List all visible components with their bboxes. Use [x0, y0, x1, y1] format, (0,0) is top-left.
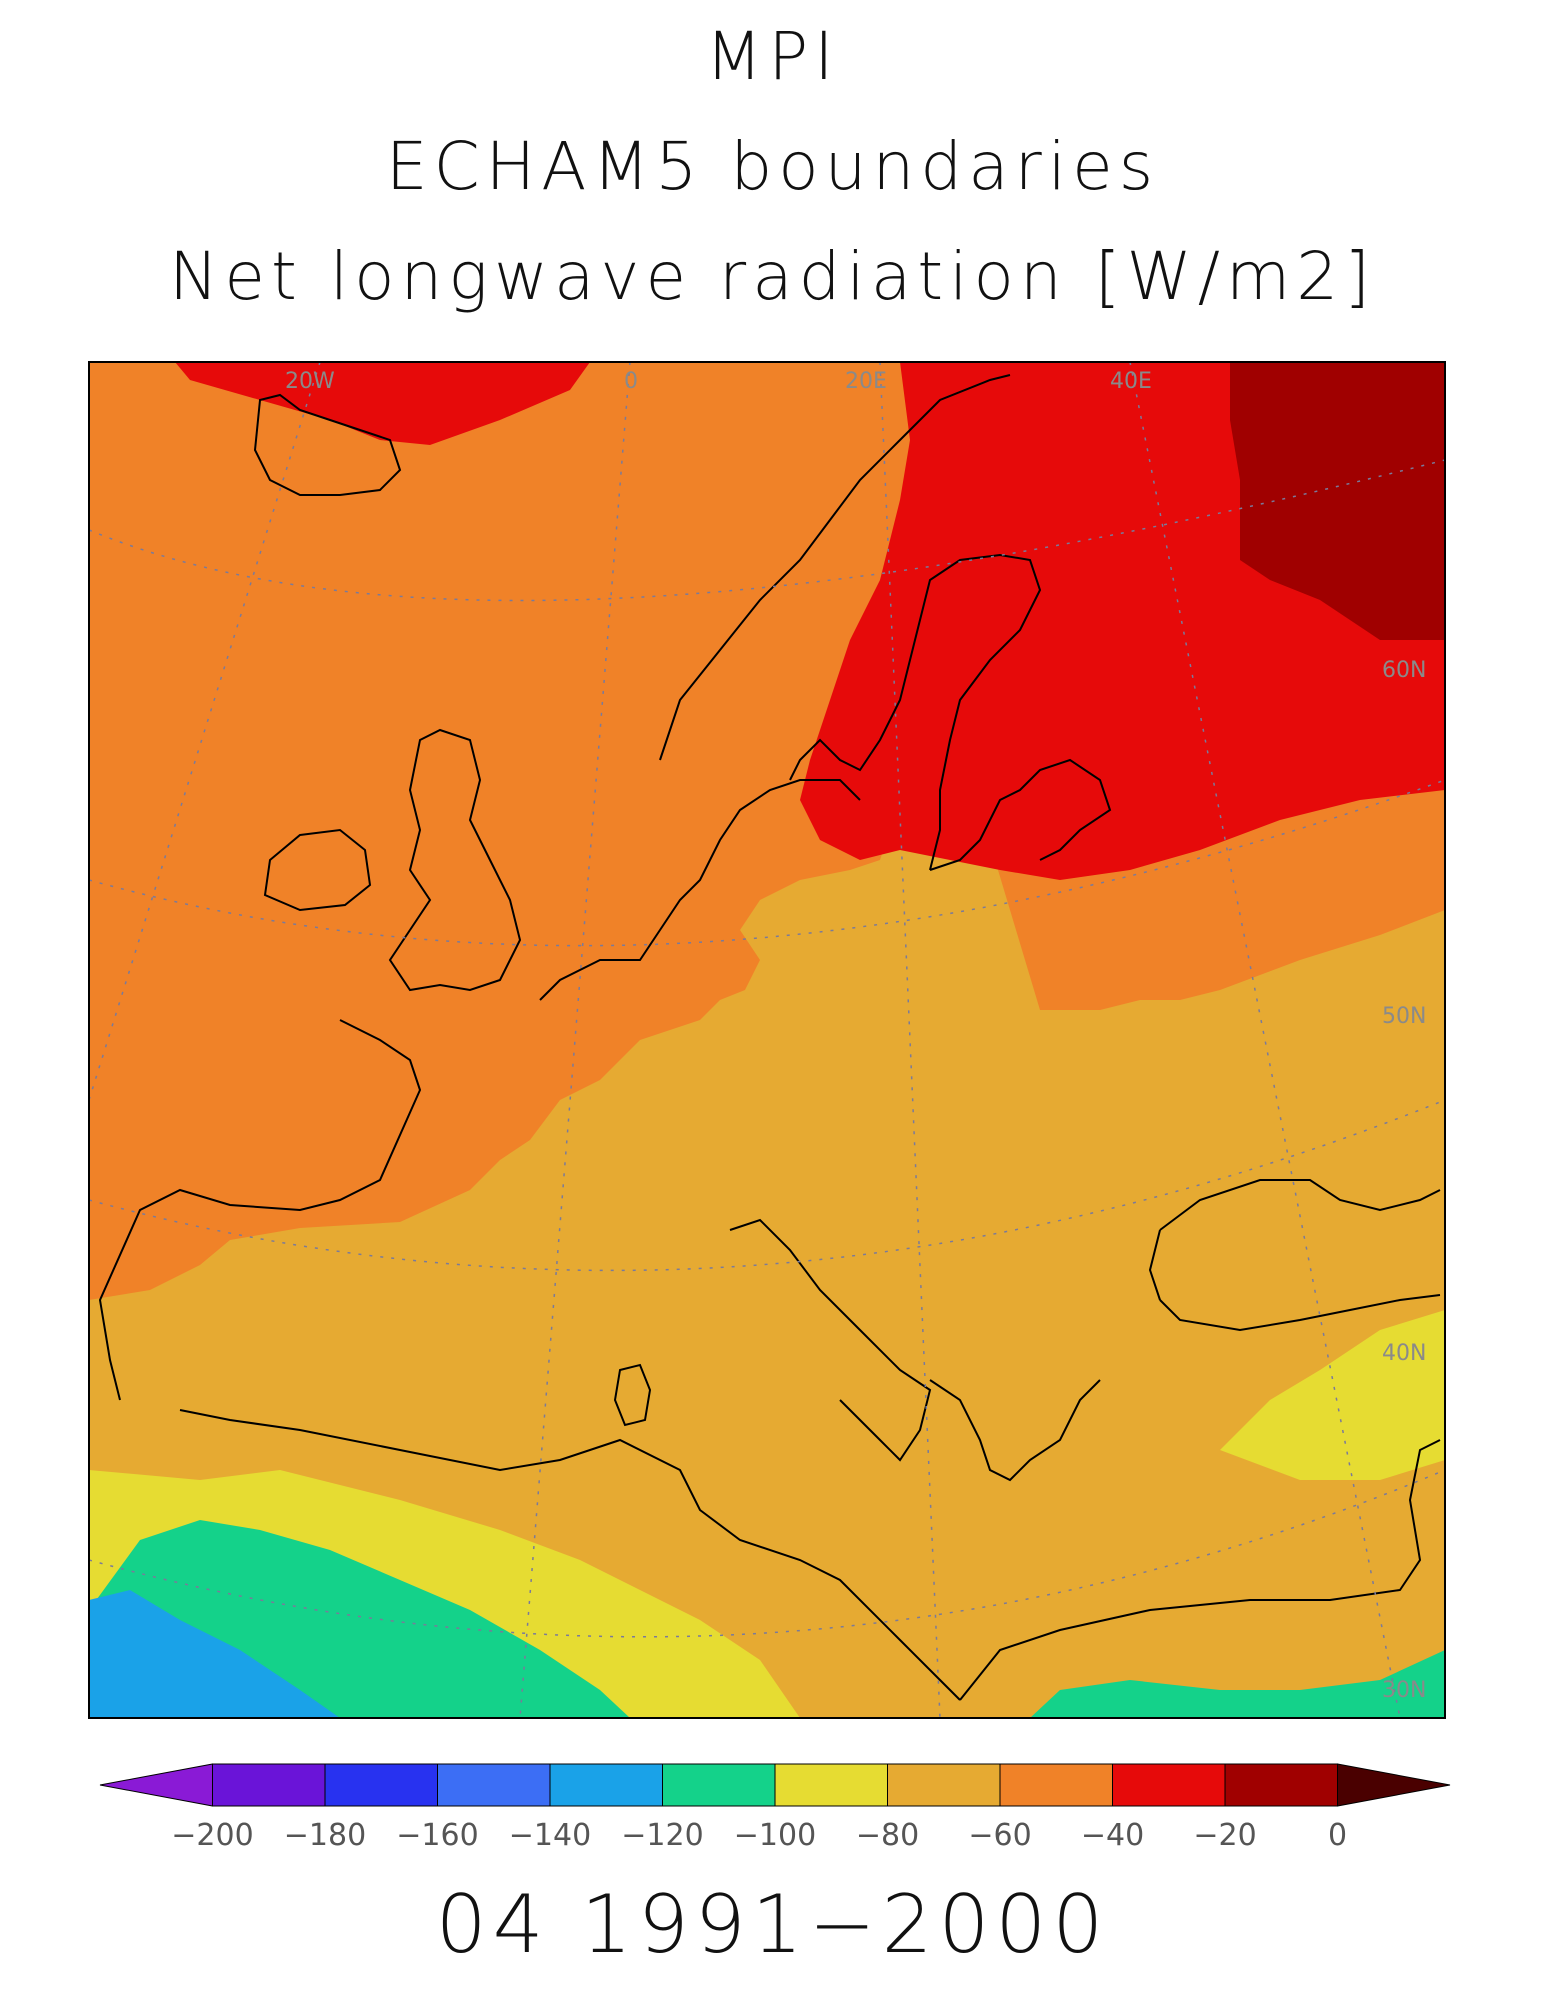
colorbar-swatch	[212, 1763, 326, 1807]
coastline-ireland	[263, 828, 372, 912]
colorbar-swatch	[549, 1763, 663, 1807]
map-frame	[88, 361, 1446, 1719]
graticule	[89, 362, 1445, 1718]
field-class-40-20	[175, 362, 590, 445]
lon-label-40e: 40E	[1110, 369, 1152, 394]
colorbar-swatch	[437, 1763, 551, 1807]
coastlines	[98, 374, 1441, 1701]
colorbar-swatch	[999, 1763, 1113, 1807]
period-label: 04 1991−2000	[435, 1878, 1110, 1971]
coastline-britain	[388, 728, 522, 992]
colorbar-tick-label: −160	[396, 1818, 478, 1853]
coastline-scandinavia	[659, 374, 1042, 871]
lon-label-20w: 20W	[285, 369, 335, 394]
colorbar-tick-label: −200	[171, 1818, 253, 1853]
colorbar-tick-label: −100	[734, 1818, 816, 1853]
lat-label-40n: 40N	[1382, 1341, 1426, 1366]
coastline-iceland	[253, 393, 402, 496]
colorbar-tick-label: −20	[1193, 1818, 1256, 1853]
coastline-sardinia	[613, 1363, 652, 1427]
coastline-baltic	[929, 758, 1112, 871]
coastline-continent	[98, 1019, 1441, 1701]
coastline-north-sea	[539, 779, 861, 1001]
graticule-labels: 20W 0 20E 40E 60N 50N 40N 30N	[285, 369, 1426, 1703]
colorbar-tick-label: −120	[621, 1818, 703, 1853]
title-variable: Net longwave radiation [W/m2]	[169, 238, 1376, 315]
colorbar-tick-label: −180	[284, 1818, 366, 1853]
colorbar	[99, 1763, 1451, 1807]
colorbar-max-arrow	[1337, 1763, 1451, 1807]
colorbar-tick-label: 0	[1328, 1818, 1347, 1853]
lon-label-0: 0	[624, 369, 638, 394]
field-class-120-100-east	[1030, 1650, 1445, 1718]
coastline-italy	[729, 1218, 932, 1462]
colorbar-labels: −200 −180 −160 −140 −120 −100 −80 −60 −40 −20 0	[171, 1818, 1347, 1853]
lat-label-30n: 30N	[1382, 1678, 1426, 1703]
lon-label-20e: 20E	[845, 369, 887, 394]
title-boundaries: ECHAM5 boundaries	[385, 128, 1160, 205]
map-field	[89, 362, 1445, 1718]
colorbar-tick-label: −60	[968, 1818, 1031, 1853]
lat-label-60n: 60N	[1382, 658, 1426, 683]
colorbar-swatch	[662, 1763, 776, 1807]
colorbar-swatch	[324, 1763, 438, 1807]
colorbar-swatch	[1224, 1763, 1338, 1807]
colorbar-swatch	[887, 1763, 1001, 1807]
coastline-black-sea	[1148, 1179, 1441, 1332]
colorbar-tick-label: −80	[856, 1818, 919, 1853]
title-model: MPI	[705, 18, 840, 95]
field-class-100-80-turkey	[1220, 1310, 1445, 1480]
colorbar-swatch	[1112, 1763, 1226, 1807]
colorbar-tick-label: −40	[1081, 1818, 1144, 1853]
lat-label-50n: 50N	[1382, 1004, 1426, 1029]
colorbar-min-arrow	[99, 1763, 213, 1807]
field-class-20-0	[1230, 362, 1445, 640]
colorbar-swatch	[774, 1763, 888, 1807]
coastline-greece	[929, 1379, 1101, 1482]
field-class-140-120	[89, 1590, 340, 1718]
colorbar-tick-label: −140	[509, 1818, 591, 1853]
